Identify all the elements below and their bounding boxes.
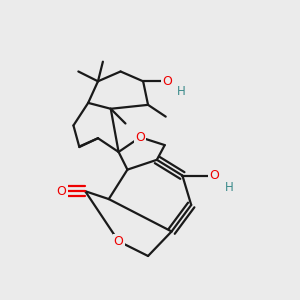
Text: H: H [176,85,185,98]
Text: O: O [57,185,67,198]
Text: O: O [162,75,172,88]
Text: H: H [225,181,233,194]
Text: O: O [135,131,145,144]
Text: O: O [114,235,124,248]
Text: O: O [209,169,219,182]
